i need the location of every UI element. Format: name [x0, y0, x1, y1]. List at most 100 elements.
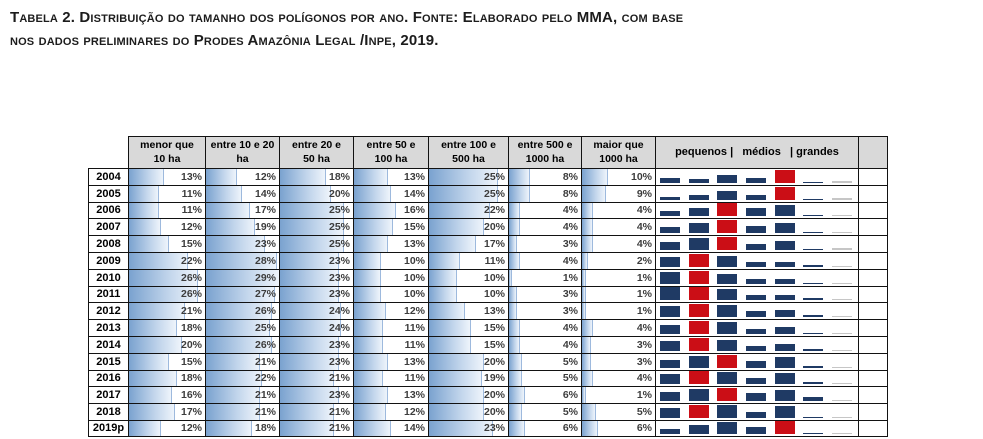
sparkline-bar	[831, 349, 852, 351]
value-cell: 18%	[128, 369, 205, 387]
data-bar	[129, 185, 159, 202]
column-header-line: entre 50 e	[366, 139, 416, 152]
data-bar	[582, 269, 586, 286]
value-cell: 3%	[508, 285, 581, 303]
sparkline-bar	[660, 227, 680, 234]
value-label: 18%	[254, 422, 276, 435]
value-label: 23%	[328, 271, 350, 284]
value-label: 23%	[328, 288, 350, 301]
data-bar	[129, 420, 162, 436]
data-bar	[429, 252, 460, 269]
sparkline-bar	[831, 332, 852, 334]
value-cell: 15%	[428, 335, 508, 353]
data-bar	[129, 353, 170, 370]
sparkline-bar	[717, 220, 738, 234]
data-bar	[280, 219, 344, 236]
value-cell: 8%	[508, 168, 581, 185]
column-header: entre 10 e 20 ha	[205, 136, 279, 168]
column-header: entre 100 e 500 ha	[428, 136, 508, 168]
data-bar	[354, 269, 381, 286]
value-cell: 14%	[353, 419, 428, 437]
sparkline-bar	[745, 208, 766, 217]
column-header-line: entre 100 e	[441, 139, 496, 152]
year-cell: 2014	[88, 335, 128, 353]
sparkline-bar	[717, 388, 738, 402]
data-bar	[429, 286, 458, 303]
value-label: 3%	[636, 355, 652, 368]
value-cell: 10%	[353, 285, 428, 303]
value-label: 26%	[254, 338, 276, 351]
value-label: 5%	[636, 406, 652, 419]
data-bar	[429, 404, 485, 420]
value-cell: 17%	[428, 235, 508, 252]
data-bar	[582, 219, 594, 236]
value-cell: 12%	[128, 419, 205, 437]
value-cell: 4%	[581, 319, 655, 336]
value-cell: 27%	[205, 285, 279, 303]
spacer-cell	[858, 302, 888, 320]
corner-spacer	[88, 136, 128, 168]
value-cell: 25%	[279, 218, 353, 236]
data-bar	[509, 404, 523, 420]
data-bar	[129, 320, 178, 336]
sparkline-bar	[831, 432, 852, 434]
year-cell: 2007	[88, 218, 128, 236]
sparkline-bar	[803, 198, 824, 200]
column-header-line: maior que	[593, 139, 644, 152]
sparkline-bar	[774, 186, 795, 200]
value-cell: 23%	[279, 335, 353, 353]
sparkline-bar	[688, 337, 709, 351]
value-cell: 1%	[581, 302, 655, 320]
sparkline-bar	[774, 420, 795, 434]
data-bar	[280, 169, 327, 185]
value-label: 10%	[403, 254, 425, 267]
data-bar	[354, 219, 394, 236]
sparkline-bar	[745, 177, 766, 183]
value-label: 20%	[180, 338, 202, 351]
value-label: 1%	[562, 271, 578, 284]
sparkline-cell	[655, 419, 858, 437]
data-bar	[280, 353, 339, 370]
value-label: 4%	[562, 254, 578, 267]
data-bar	[280, 202, 344, 219]
sparkline-bar	[803, 432, 824, 434]
sparkline-bar	[688, 237, 709, 250]
value-label: 4%	[562, 204, 578, 217]
value-label: 11%	[181, 187, 202, 200]
value-label: 1%	[636, 389, 652, 402]
value-label: 14%	[403, 187, 425, 200]
sparkline-bar	[660, 359, 680, 368]
year-cell: 2004	[88, 168, 128, 185]
sparkline-bar	[745, 360, 766, 368]
value-label: 23%	[254, 238, 276, 251]
value-label: 17%	[180, 406, 202, 419]
data-bar	[582, 286, 586, 303]
sparkline-bar	[717, 421, 738, 434]
sparkline-bar	[774, 310, 795, 318]
data-bar	[354, 387, 389, 404]
value-cell: 24%	[279, 302, 353, 320]
value-cell: 22%	[428, 201, 508, 219]
data-bar	[509, 236, 518, 252]
value-label: 11%	[404, 372, 425, 385]
value-label: 20%	[483, 406, 505, 419]
value-cell: 23%	[279, 352, 353, 370]
value-cell: 21%	[205, 403, 279, 420]
data-bar	[429, 202, 490, 219]
sparkline-bar	[660, 392, 680, 402]
sparkline-cell	[655, 403, 858, 420]
value-label: 3%	[636, 338, 652, 351]
column-header: entre 50 e 100 ha	[353, 136, 428, 168]
data-bar	[206, 387, 260, 404]
value-label: 25%	[483, 170, 505, 183]
sparkline-bar	[803, 332, 824, 334]
data-bar	[280, 387, 339, 404]
value-cell: 28%	[205, 251, 279, 269]
sparkline-bar	[831, 180, 852, 183]
sparkline-bar	[774, 205, 795, 217]
column-header-line: entre 20 e	[291, 139, 342, 152]
value-cell: 11%	[353, 369, 428, 387]
value-cell: 21%	[279, 419, 353, 437]
value-cell: 4%	[508, 218, 581, 236]
sparkline-bar	[803, 315, 824, 318]
